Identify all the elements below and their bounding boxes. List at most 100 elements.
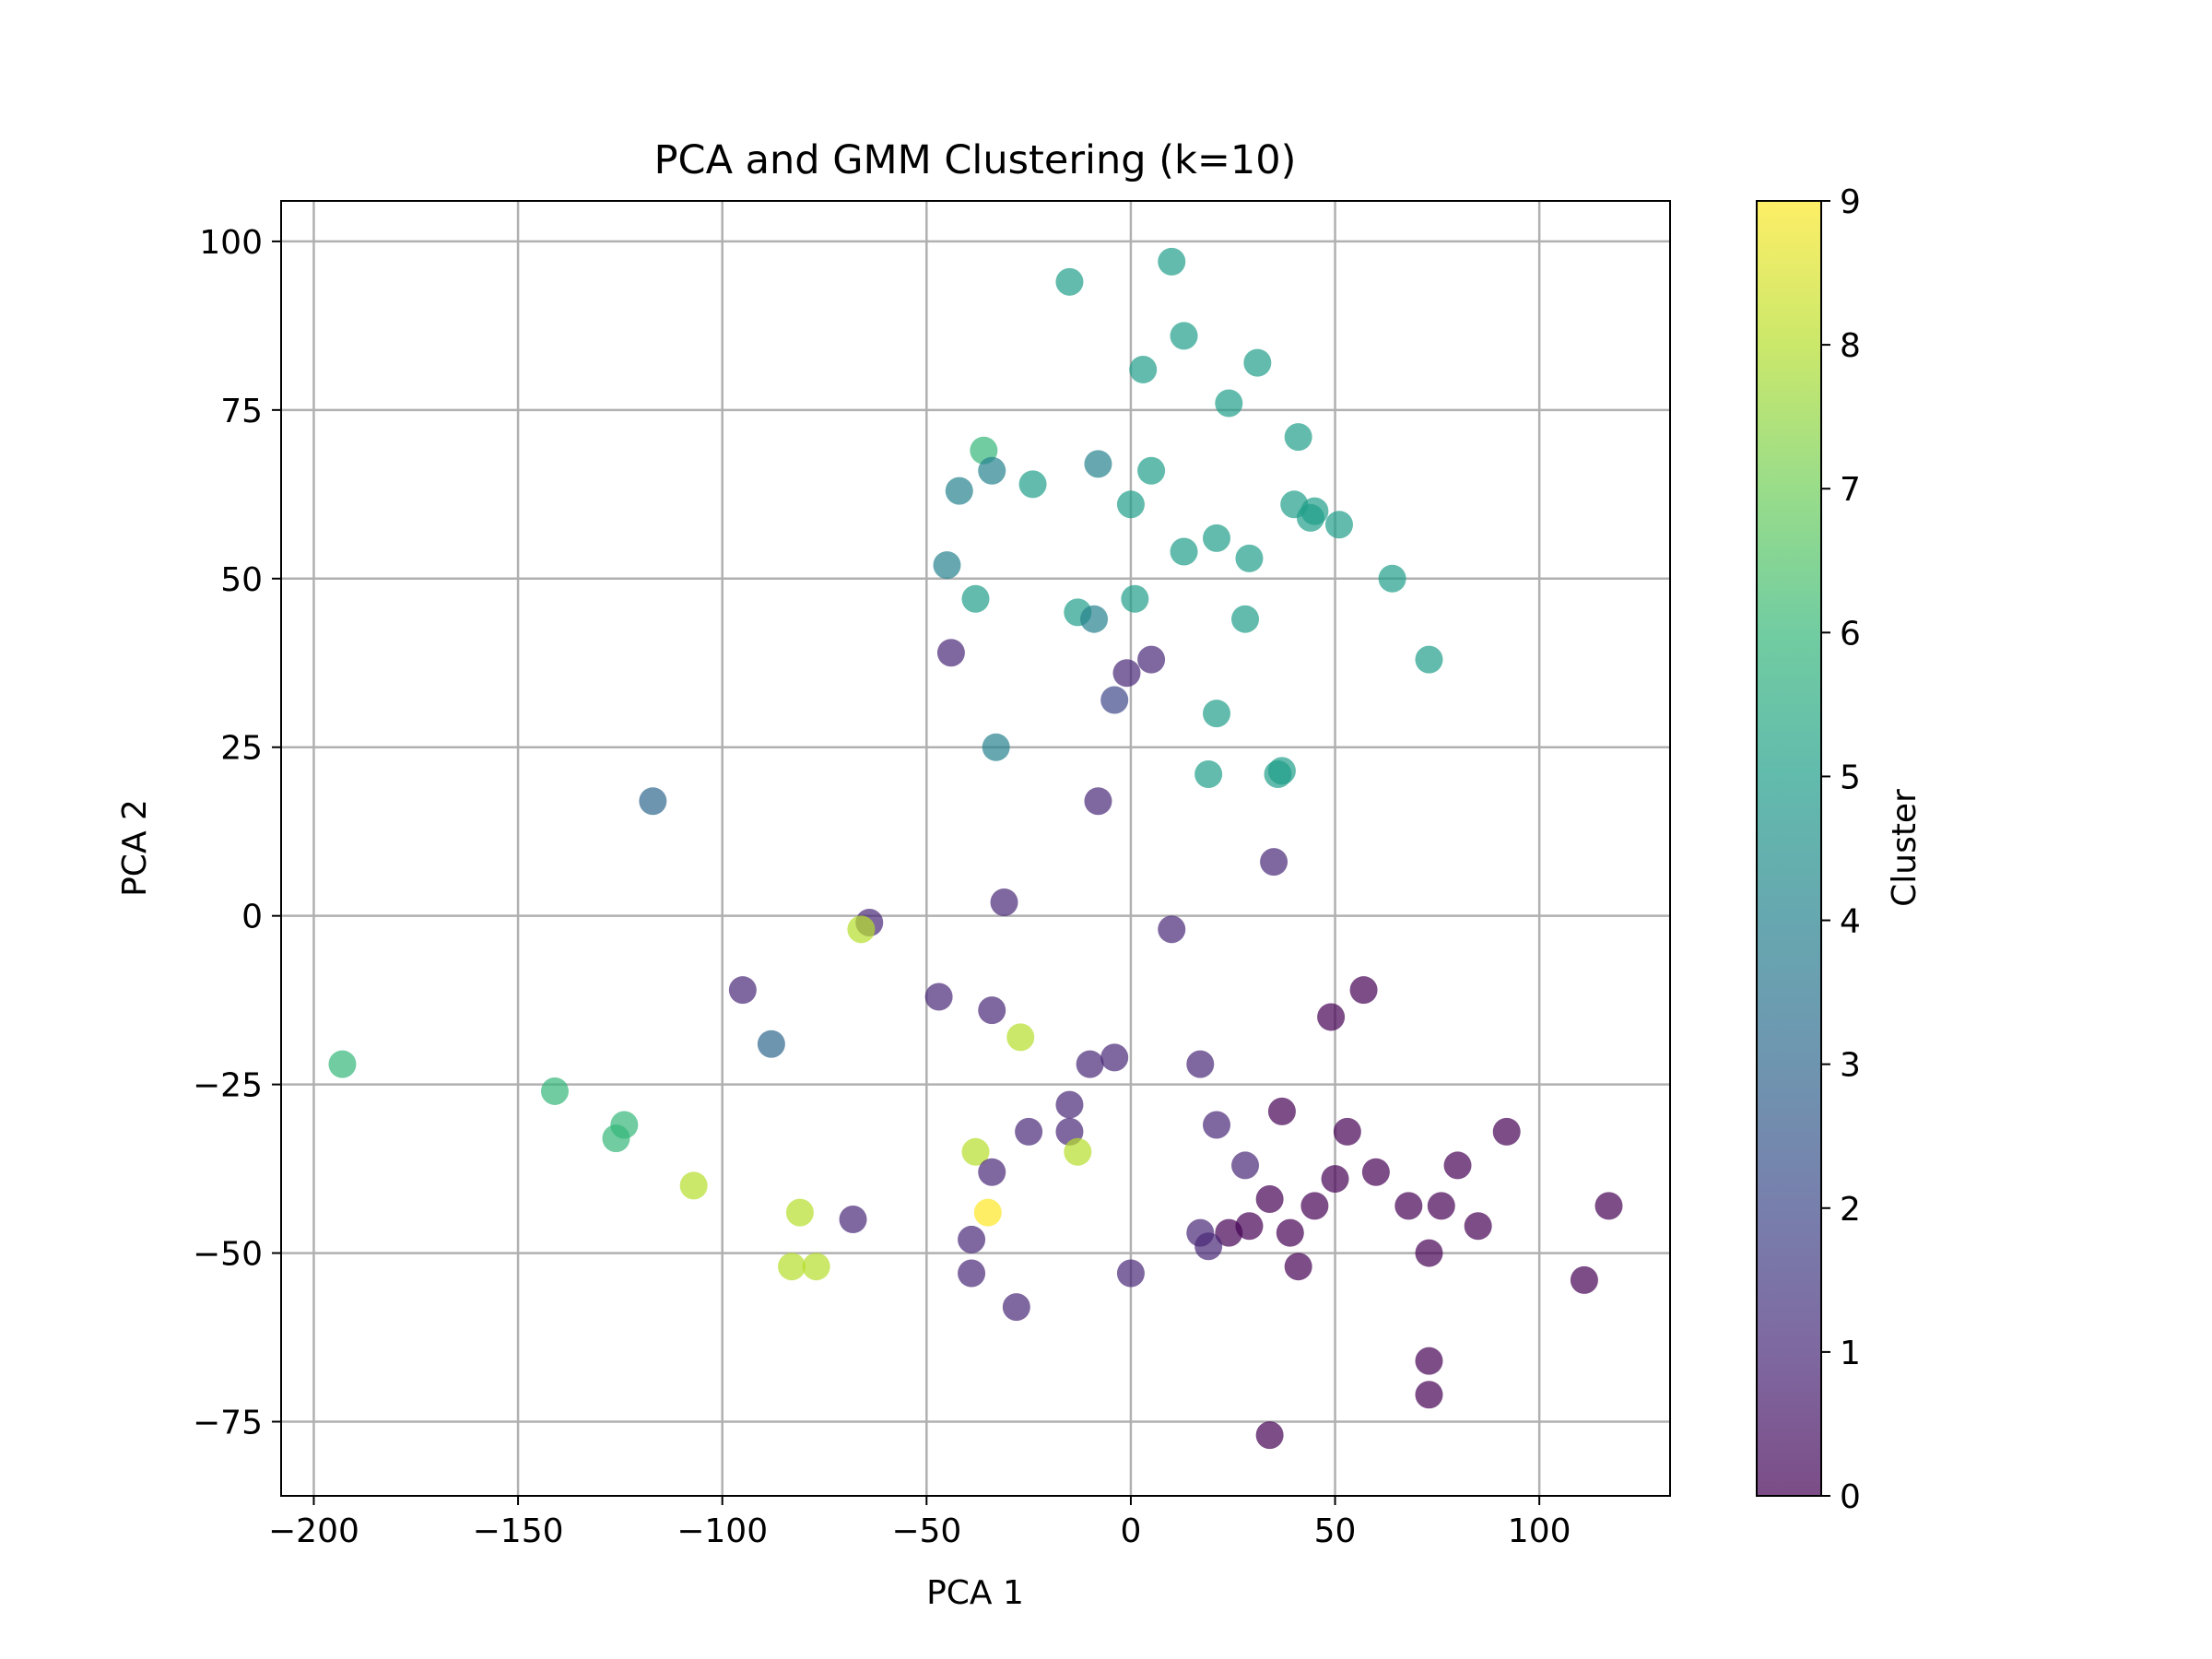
colorbar: 0 1 2 3 4 5 6 7 8 9 Cluster: [1756, 183, 1924, 1516]
colorbar-tick-label: 9: [1840, 183, 1861, 221]
y-axis-label: PCA 2: [116, 799, 154, 897]
scatter-point: [1267, 757, 1296, 785]
scatter-point: [1378, 564, 1406, 593]
scatter-point: [1055, 1090, 1084, 1119]
scatter-point: [728, 976, 757, 1005]
scatter-point: [1084, 787, 1112, 816]
colorbar-tick-label: 3: [1840, 1047, 1861, 1085]
scatter-point: [1255, 1421, 1284, 1450]
scatter-point: [1284, 423, 1312, 452]
scatter-point: [1276, 1218, 1304, 1247]
colorbar-tick-label: 7: [1840, 471, 1861, 509]
scatter-point: [1333, 1117, 1361, 1146]
scatter-point: [1492, 1117, 1521, 1146]
scatter-point: [1203, 700, 1231, 728]
scatter-point: [785, 1198, 814, 1227]
colorbar-tick-label: 5: [1840, 759, 1861, 796]
x-tick-label: 0: [1120, 1512, 1141, 1550]
scatter-point: [958, 1225, 986, 1253]
scatter-point: [1231, 605, 1260, 633]
scatter-point: [933, 551, 961, 580]
scatter-point: [1215, 1218, 1243, 1247]
scatter-point: [1002, 1293, 1030, 1322]
scatter-point: [973, 1198, 1002, 1227]
colorbar-ticks: 0 1 2 3 4 5 6 7 8 9: [1821, 183, 1861, 1516]
scatter-point: [1006, 1023, 1035, 1052]
colorbar-tick-label: 1: [1840, 1335, 1861, 1372]
scatter-point: [1443, 1151, 1472, 1180]
x-axis-ticks: −200 −150 −100 −50 0 50 100: [268, 1496, 1571, 1550]
scatter-point: [1464, 1212, 1492, 1241]
y-tick-label: 0: [241, 899, 263, 936]
scatter-point: [602, 1124, 630, 1153]
scatter-point: [1116, 490, 1145, 519]
scatter-point: [1324, 511, 1353, 539]
scatter-point: [1427, 1192, 1455, 1220]
scatter-point: [802, 1253, 830, 1281]
scatter-point: [961, 584, 990, 613]
x-tick-label: 100: [1508, 1512, 1571, 1550]
scatter-point: [961, 1137, 990, 1166]
scatter-point: [1415, 1239, 1443, 1267]
scatter-point: [1361, 1158, 1390, 1186]
y-tick-label: −25: [193, 1067, 263, 1105]
scatter-point: [978, 456, 1006, 485]
scatter-point: [328, 1050, 357, 1078]
scatter-point: [1015, 1117, 1043, 1146]
scatter-point: [1231, 1151, 1260, 1180]
scatter-point: [1170, 322, 1198, 350]
scatter-point: [639, 787, 667, 816]
scatter-point: [1594, 1192, 1623, 1220]
scatter-point: [778, 1253, 806, 1281]
scatter-point: [1317, 1003, 1346, 1031]
colorbar-label: Cluster: [1886, 789, 1924, 907]
scatter-point: [1194, 760, 1223, 789]
x-tick-label: −50: [891, 1512, 961, 1550]
scatter-point: [847, 915, 876, 944]
colorbar-tick-label: 4: [1840, 903, 1861, 941]
scatter-point: [1203, 1111, 1231, 1139]
scatter-point: [1186, 1050, 1215, 1078]
scatter-point: [1076, 1050, 1104, 1078]
scatter-point: [1394, 1192, 1423, 1220]
scatter-point: [1415, 1347, 1443, 1375]
scatter-point: [1235, 544, 1264, 572]
grid-lines: [281, 201, 1670, 1496]
scatter-point: [1129, 355, 1158, 383]
y-tick-label: −50: [193, 1236, 263, 1274]
scatter-point: [1121, 584, 1149, 613]
y-tick-label: 25: [220, 730, 263, 768]
plot-frame: [280, 200, 1671, 1497]
y-tick-label: 50: [220, 561, 263, 599]
scatter-point: [757, 1030, 785, 1058]
chart-title: PCA and GMM Clustering (k=10): [654, 137, 1297, 183]
scatter-point: [1137, 645, 1166, 674]
y-tick-label: 100: [199, 224, 263, 262]
scatter-point: [1203, 524, 1231, 552]
scatter-point: [924, 982, 953, 1011]
colorbar-tick-label: 0: [1840, 1478, 1861, 1516]
scatter-point: [945, 477, 973, 505]
scatter-point: [990, 888, 1018, 917]
scatter-point: [1194, 1232, 1223, 1261]
x-tick-label: 50: [1314, 1512, 1357, 1550]
scatter-point: [936, 639, 965, 667]
scatter-point: [1260, 848, 1288, 877]
x-tick-label: −200: [268, 1512, 359, 1550]
data-points: [328, 247, 1623, 1450]
scatter-point: [1100, 686, 1129, 714]
scatter-point: [1100, 1043, 1129, 1072]
scatter-point: [982, 733, 1010, 761]
scatter-point: [1255, 1185, 1284, 1214]
scatter-point: [1243, 348, 1272, 377]
scatter-point: [1080, 605, 1109, 633]
scatter-point: [978, 1158, 1006, 1186]
scatter-point: [1064, 1137, 1092, 1166]
colorbar-frame: [1756, 200, 1822, 1497]
scatter-point: [1055, 267, 1084, 296]
scatter-point: [1284, 1253, 1312, 1281]
scatter-point: [1570, 1265, 1598, 1294]
scatter-point: [1300, 1192, 1329, 1220]
scatter-point: [958, 1259, 986, 1288]
scatter-point: [1112, 659, 1141, 688]
